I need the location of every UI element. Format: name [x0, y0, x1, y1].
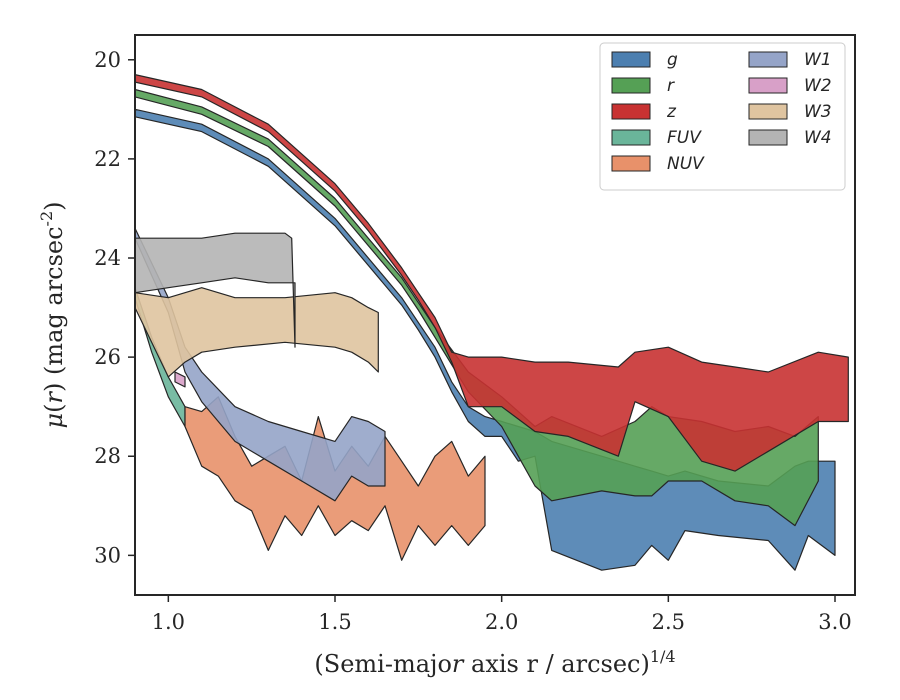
y-axis-label: μ(r) (mag arcsec-2) [37, 201, 68, 428]
legend-label-r: r [667, 76, 675, 96]
legend-label-w2: W2 [804, 76, 832, 96]
legend: grz FUV NUV W1 W2 W3 W4 [599, 42, 846, 191]
legend-swatch-g [611, 51, 651, 68]
y-tick-label: 24 [94, 246, 121, 270]
x-axis-ticks: 1.0 1.5 2.0 2.5 3.0 [152, 595, 852, 634]
legend-swatch-z [611, 103, 651, 120]
y-tick-label: 28 [94, 444, 121, 468]
x-tick-label: 1.0 [152, 610, 185, 634]
area-w3 [135, 287, 379, 378]
legend-swatch-r [611, 77, 651, 94]
legend-swatch-w4 [748, 129, 788, 146]
legend-swatch-w1 [748, 51, 788, 68]
area-g [135, 108, 836, 571]
x-tick-label: 3.0 [818, 610, 851, 634]
legend-label-w4: W4 [804, 128, 832, 148]
y-tick-label: 30 [94, 543, 121, 567]
plot-areas [135, 74, 849, 571]
x-tick-label: 2.0 [485, 610, 518, 634]
y-tick-label: 26 [94, 345, 121, 369]
area-w2 [174, 371, 186, 388]
x-tick-label: 1.5 [318, 610, 351, 634]
legend-swatch-nuv [611, 155, 651, 172]
y-tick-label: 20 [94, 48, 121, 72]
y-axis-ticks: 20 22 24 26 28 30 [94, 48, 135, 567]
legend-label-fuv: FUV [667, 128, 702, 148]
legend-label-w1: W1 [804, 50, 832, 70]
area-w4 [135, 232, 296, 348]
legend-swatch-fuv [611, 129, 651, 146]
plot-frame [134, 34, 856, 596]
legend-label-g: g [667, 50, 678, 70]
legend-label-z: z [666, 102, 677, 122]
legend-swatch-w3 [748, 103, 788, 120]
y-tick-label: 22 [94, 147, 121, 171]
legend-swatch-w2 [748, 77, 788, 94]
legend-label-w3: W3 [804, 102, 832, 122]
area-w1 [135, 227, 386, 502]
x-axis-label: (Semi-major axis r / arcsec)1/4 [314, 647, 675, 678]
legend-label-nuv: NUV [667, 154, 705, 174]
x-tick-label: 2.5 [652, 610, 685, 634]
area-z [135, 74, 849, 472]
